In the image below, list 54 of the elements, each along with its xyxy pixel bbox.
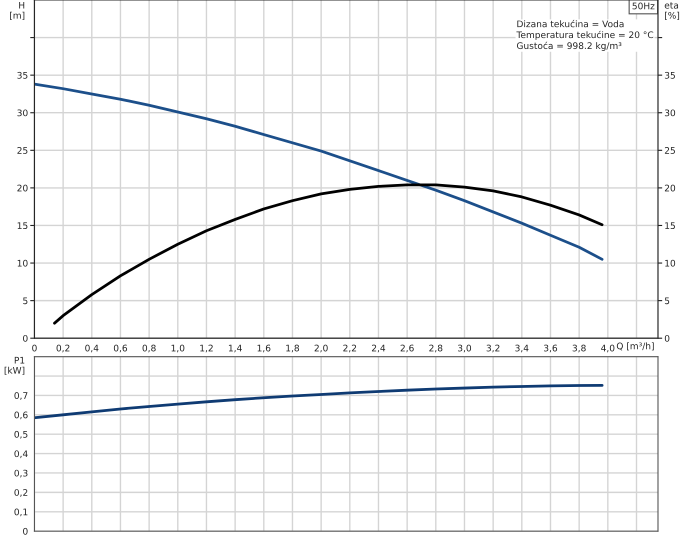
y2-tick-label: 5 [664,297,670,304]
x-tick-label: 3,6 [544,344,558,352]
y2-tick-label: 10 [665,260,676,267]
y-tick-label: 10 [18,260,28,267]
x-tick-label: 3,8 [572,344,586,352]
y-tick-label: 35 [17,72,28,79]
y-tick-label: 5 [23,297,28,304]
x-tick-label: 2,4 [372,344,386,352]
y-tick-label: 0,7 [14,392,28,400]
x-tick-label: 2,2 [343,344,356,352]
y2-tick-label: 15 [665,222,675,230]
y2-tick-label: 35 [664,72,675,79]
y2-axis-title: eta [%] [664,2,680,20]
annotation: Dizana tekućina = Voda Temperatura tekućine = 20 °C Gustoća = 998.2 kg/m³ [516,20,654,51]
x-tick-label: 2,0 [314,344,328,352]
x-tick-label: 3,0 [458,344,472,352]
x-tick-label: 3,4 [515,344,528,352]
y2-tick-label: 30 [664,109,676,116]
x-tick-label: 0 [32,344,37,352]
x-tick-label: 1,0 [172,344,184,352]
x-tick-label: 2,6 [400,344,414,352]
x-tick-label: 1,6 [258,344,270,352]
y2-tick-label: 0 [664,334,670,342]
y-tick-label: 30 [17,109,28,116]
y-tick-label: 0,3 [14,470,28,478]
line-series [53,183,604,325]
y-tick-label: 0,1 [14,508,28,516]
y-tick-label: 20 [17,184,28,192]
y-axis-title: H [m] [10,2,24,20]
x-tick-label: 0,8 [142,344,156,352]
line-series [34,384,604,420]
x-tick-label: 3,2 [486,344,500,352]
x-tick-label: 0,6 [114,344,128,352]
x-tick-label: 4,0 [601,344,614,352]
x-tick-label: 1,2 [200,344,213,352]
y-tick-label: 0,5 [14,430,28,439]
y2-tick-label: 25 [664,147,675,154]
y-tick-label: 15 [18,222,28,230]
x-tick-label: 0,4 [85,344,98,352]
y-tick-label: 0 [23,528,28,535]
y-tick-label: 0,2 [14,489,28,497]
y-tick-label: 25 [17,147,28,154]
x-tick-label: 1,4 [228,344,242,352]
x-tick-label: 1,8 [286,344,300,352]
y-tick-label: 0,6 [14,412,28,420]
x-tick-label: 0,2 [56,344,70,352]
x-tick-label: 2,8 [429,344,442,352]
y-tick-label: 0 [23,334,28,342]
line-series [34,82,604,261]
y-tick-label: 0,4 [14,450,28,458]
y2-tick-label: 20 [664,184,676,192]
annotation: 50Hz [632,2,654,10]
x-axis-title: Q [m³/h] [616,342,654,350]
y-axis-title: P1 [kW] [4,356,24,375]
